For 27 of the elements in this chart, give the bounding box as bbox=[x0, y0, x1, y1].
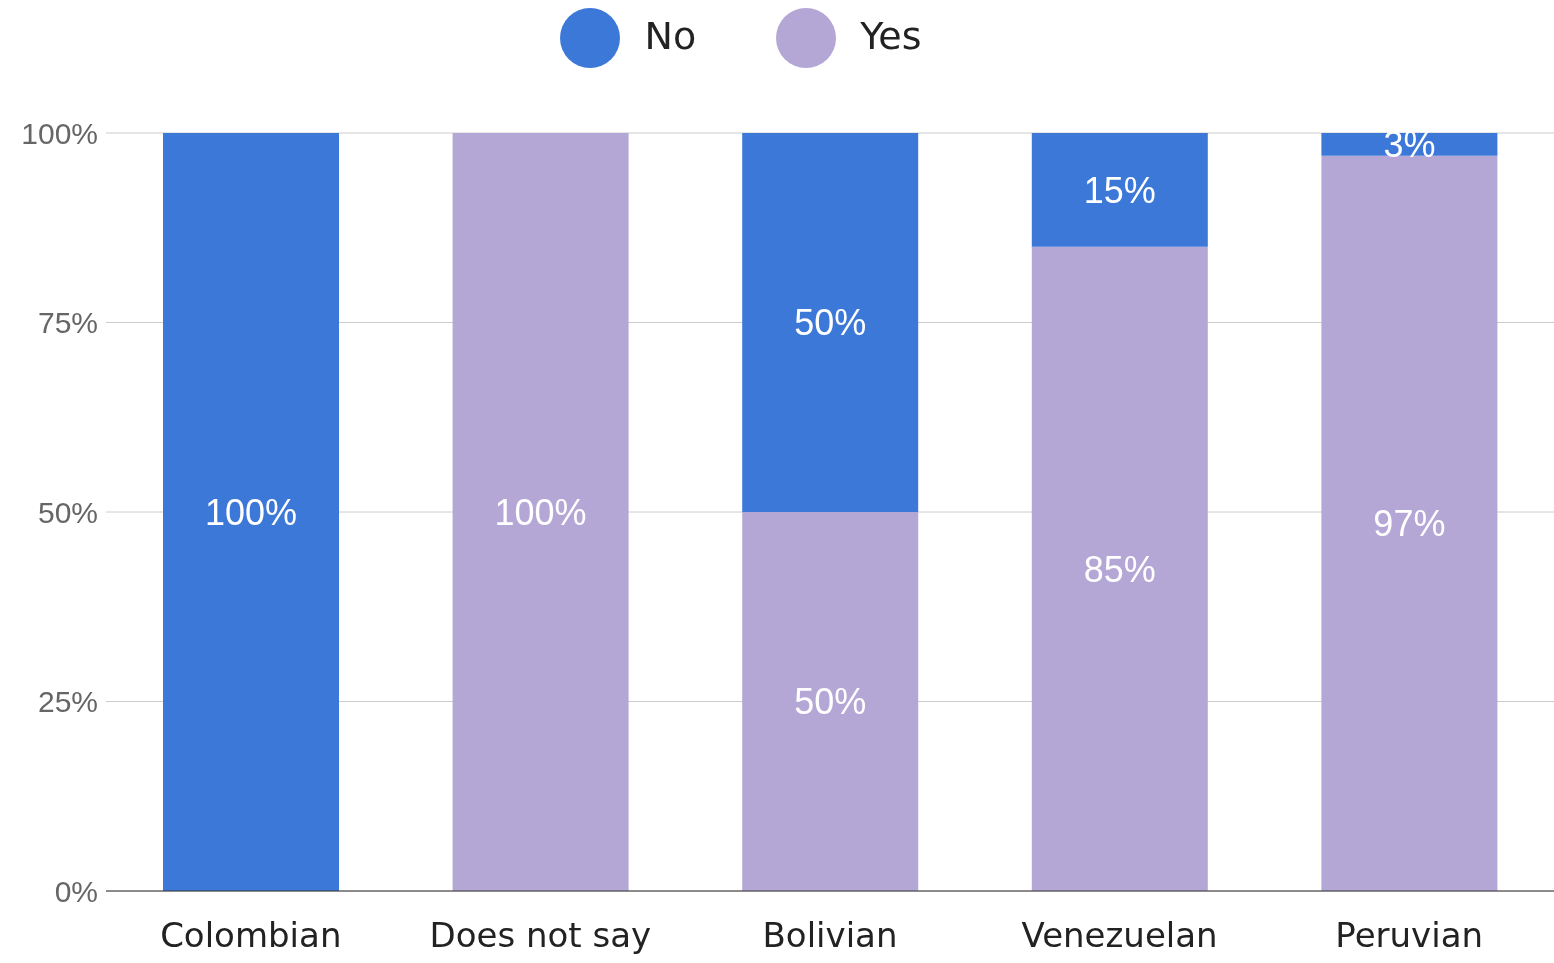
bar bbox=[742, 512, 919, 891]
x-tick-label: Does not say bbox=[429, 915, 652, 956]
data-label: 97% bbox=[1373, 503, 1446, 545]
y-tick-label: 100% bbox=[21, 116, 98, 150]
bar bbox=[742, 133, 919, 512]
legend-label: No bbox=[644, 13, 697, 58]
x-tick-label: Venezuelan bbox=[1021, 915, 1218, 956]
data-label: 50% bbox=[794, 302, 867, 344]
data-label: 85% bbox=[1083, 548, 1156, 590]
x-tick-label: Peruvian bbox=[1335, 915, 1484, 956]
data-label: 3% bbox=[1383, 124, 1436, 166]
data-label: 100% bbox=[204, 491, 298, 533]
bar bbox=[1031, 133, 1208, 247]
x-tick-label: Colombian bbox=[160, 915, 342, 956]
y-tick-label: 50% bbox=[37, 495, 98, 529]
y-tick-label: 25% bbox=[37, 685, 98, 719]
legend-label: Yes bbox=[860, 13, 922, 58]
data-label: 100% bbox=[494, 491, 587, 533]
y-tick-label: 75% bbox=[37, 306, 98, 340]
bar bbox=[452, 133, 629, 891]
data-label: 50% bbox=[794, 681, 867, 723]
bar bbox=[163, 133, 339, 891]
bar bbox=[1031, 246, 1208, 891]
data-label: 15% bbox=[1083, 169, 1156, 211]
x-tick-label: Bolivian bbox=[762, 915, 898, 956]
bar bbox=[1321, 155, 1498, 891]
y-tick-label: 0% bbox=[54, 874, 98, 908]
